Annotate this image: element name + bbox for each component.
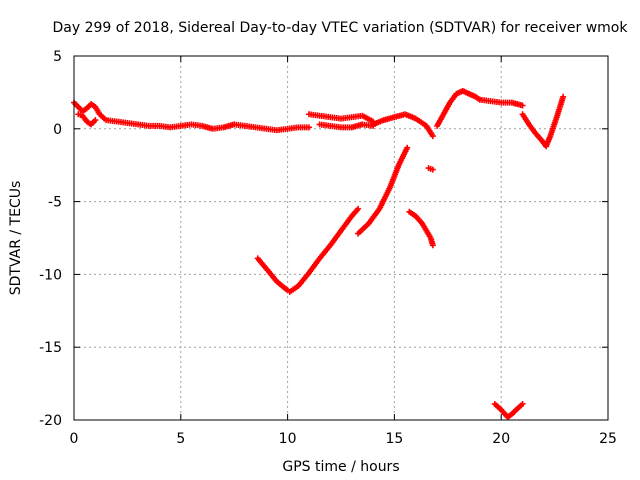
series-rising-track-13-15-6h <box>355 144 411 237</box>
data-point <box>92 117 99 124</box>
chart-title: Day 299 of 2018, Sidereal Day-to-day VTE… <box>53 20 629 36</box>
data-point <box>355 205 362 212</box>
data-point <box>519 400 526 407</box>
data-points <box>71 87 567 421</box>
series-dip-21-23h <box>519 93 567 150</box>
series-near-zero-band <box>71 99 312 134</box>
series-bump-14-17h <box>370 111 436 140</box>
x-tick-label: 20 <box>492 431 510 447</box>
y-tick-label: 0 <box>53 122 62 138</box>
y-tick-label: -15 <box>39 340 62 356</box>
series-short-track-15-7-16-8h <box>406 208 436 249</box>
y-axis-label: SDTVAR / TECUs <box>8 181 24 296</box>
data-point <box>305 124 312 131</box>
y-tick-label: -5 <box>48 195 62 211</box>
tick-labels: 0 5 10 15 20 25 -20 -15 -10 -5 0 5 <box>39 49 617 447</box>
y-tick-label: 5 <box>53 49 62 65</box>
x-axis-label: GPS time / hours <box>282 459 399 475</box>
y-tick-label: -20 <box>39 413 62 429</box>
series-lower-hump-11-14h <box>316 121 377 131</box>
data-point <box>560 93 567 100</box>
series-v-shaped-track <box>254 205 362 295</box>
series-point-16-7h <box>425 165 436 173</box>
x-tick-label: 25 <box>599 431 617 447</box>
data-point <box>429 242 436 249</box>
series-rise-17-19h <box>434 87 483 129</box>
x-tick-label: 0 <box>70 431 79 447</box>
y-tick-label: -10 <box>39 267 62 283</box>
series-bottom-track-19-7-21h <box>491 400 526 421</box>
series-lower-branch-0-1h <box>75 111 99 128</box>
plot-frame <box>73 55 609 421</box>
data-point <box>429 133 436 140</box>
x-tick-label: 10 <box>279 431 297 447</box>
data-point <box>429 166 436 173</box>
series-plateau-19-21h <box>476 96 526 109</box>
axis-ticks <box>73 55 609 421</box>
data-point <box>519 102 526 109</box>
series-hump-11-14h <box>305 111 377 125</box>
x-tick-label: 15 <box>385 431 403 447</box>
x-tick-label: 5 <box>176 431 185 447</box>
grid-lines <box>74 56 608 420</box>
data-point <box>404 144 411 151</box>
